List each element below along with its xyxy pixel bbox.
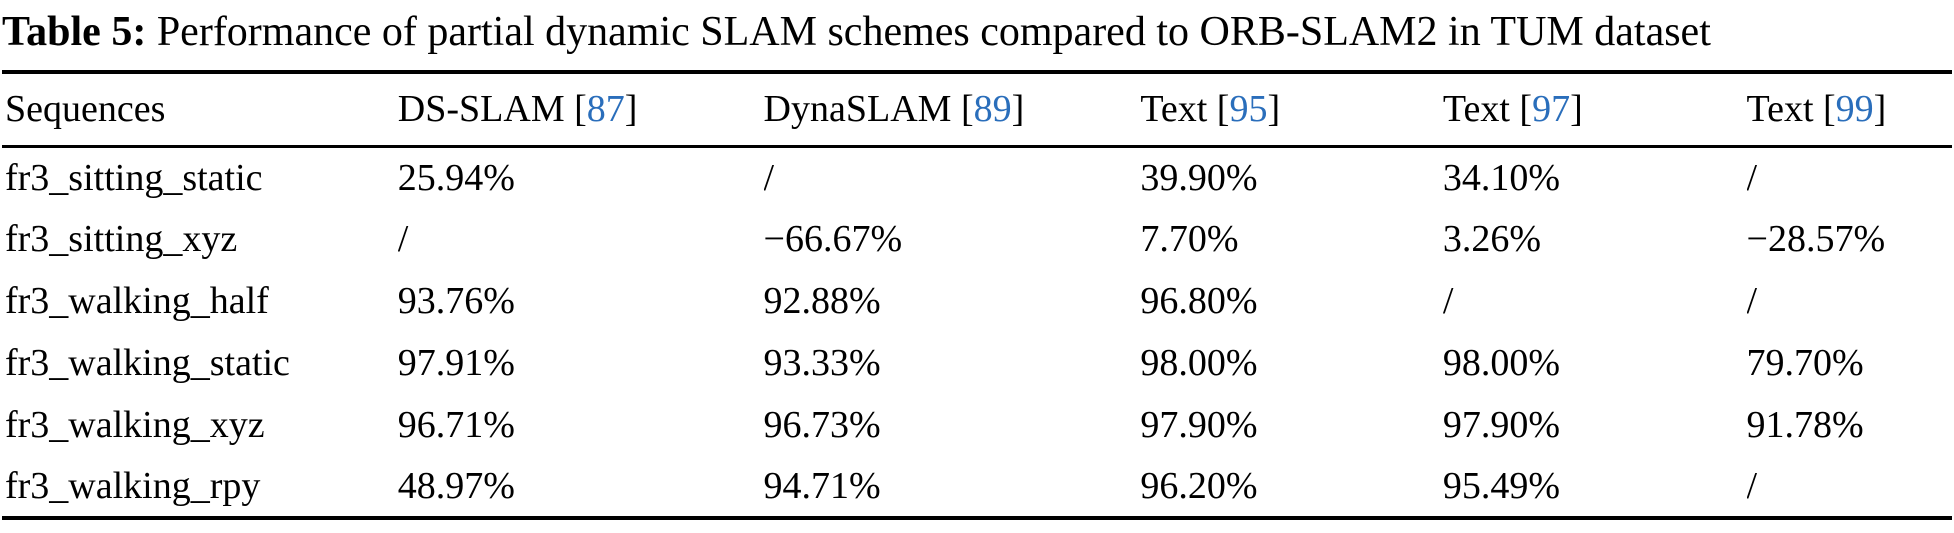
value-cell: 3.26%: [1442, 218, 1542, 260]
value-cell: /: [1746, 465, 1758, 507]
citation-link[interactable]: 87: [586, 88, 625, 131]
table-row: fr3_walking_xyz 96.71% 96.73% 97.90% 97.90% 9…: [2, 394, 1952, 456]
column-header-label: Sequences: [5, 88, 166, 131]
citation-link[interactable]: 97: [1532, 88, 1571, 131]
value-cell: 79.70%: [1746, 342, 1864, 384]
performance-table: Sequences DS-SLAM [87] DynaSLAM [89] Text […: [2, 70, 1952, 520]
value-cell: 7.70%: [1140, 218, 1239, 260]
table-caption-label: Table 5:: [2, 9, 147, 55]
value-cell: 92.88%: [763, 280, 881, 322]
column-header-label: DynaSLAM: [763, 88, 952, 131]
column-header-label: DS-SLAM: [397, 88, 565, 131]
value-cell: 98.00%: [1140, 342, 1258, 384]
value-cell: 93.76%: [397, 280, 515, 322]
sequence-name: fr3_walking_half: [5, 280, 269, 322]
value-cell: /: [397, 218, 409, 260]
value-cell: 25.94%: [397, 156, 515, 199]
value-cell: −28.57%: [1746, 218, 1886, 260]
table-header: Sequences DS-SLAM [87] DynaSLAM [89] Text […: [2, 72, 1952, 146]
column-header-text-99: Text [99]: [1746, 88, 1887, 131]
value-cell: −66.67%: [763, 218, 903, 260]
column-header-ds-slam-87: DS-SLAM [87]: [397, 88, 638, 131]
value-cell: 96.73%: [763, 404, 881, 446]
value-cell: /: [763, 156, 775, 199]
value-cell: 97.90%: [1442, 404, 1561, 446]
value-cell: 93.33%: [763, 342, 881, 384]
column-header-label: Text: [1140, 88, 1208, 131]
value-cell: /: [1746, 280, 1758, 322]
table-row: fr3_walking_half 93.76% 92.88% 96.80% / /: [2, 270, 1952, 332]
citation-link[interactable]: 89: [973, 88, 1012, 131]
column-header-sequences: Sequences: [2, 72, 398, 146]
citation-link[interactable]: 95: [1229, 88, 1268, 131]
value-cell: 94.71%: [763, 465, 881, 507]
column-header-text-97: Text [97]: [1442, 88, 1583, 131]
citation-link[interactable]: 99: [1835, 88, 1874, 131]
sequence-name: fr3_walking_static: [5, 342, 290, 384]
sequence-name: fr3_sitting_xyz: [5, 218, 238, 260]
value-cell: 91.78%: [1746, 404, 1864, 446]
sequence-name: fr3_sitting_static: [5, 156, 263, 199]
value-cell: /: [1746, 156, 1758, 199]
column-header-label: Text: [1442, 88, 1510, 131]
value-cell: 97.90%: [1140, 404, 1258, 446]
value-cell: 34.10%: [1442, 156, 1561, 199]
value-cell: 39.90%: [1140, 156, 1258, 199]
table-body: fr3_sitting_static 25.94%/39.90% 34.10% / fr…: [2, 146, 1952, 518]
value-cell: /: [1442, 280, 1454, 322]
table-row: fr3_walking_rpy 48.97% 94.71% 96.20% 95.49% /: [2, 456, 1952, 518]
table-row: fr3_walking_static 97.91% 93.33% 98.00% 98.0…: [2, 332, 1952, 394]
table-caption: Table 5: Performance of partial dynamic …: [0, 0, 1954, 70]
value-cell: 98.00%: [1442, 342, 1561, 384]
value-cell: 48.97%: [397, 465, 515, 507]
table-caption-text: Performance of partial dynamic SLAM sche…: [146, 9, 1711, 55]
column-header-dynaslam-89: DynaSLAM [89]: [763, 88, 1025, 131]
value-cell: 96.80%: [1140, 280, 1258, 322]
value-cell: 96.20%: [1140, 465, 1258, 507]
table-row: fr3_sitting_static 25.94% / 39.90% 34.10% /: [2, 146, 1952, 208]
column-header-text-95: Text [95]: [1140, 88, 1281, 131]
value-cell: 96.71%: [397, 404, 515, 446]
header-row: Sequences DS-SLAM [87] DynaSLAM [89] Text […: [2, 72, 1952, 146]
table-row: fr3_sitting_xyz / −66.67% 7.70% 3.26% −28.57%: [2, 208, 1952, 270]
sequence-name: fr3_walking_xyz: [5, 404, 265, 446]
column-header-label: Text: [1746, 88, 1814, 131]
sequence-name: fr3_walking_rpy: [5, 465, 261, 507]
value-cell: 97.91%: [397, 342, 515, 384]
value-cell: 95.49%: [1442, 465, 1561, 507]
